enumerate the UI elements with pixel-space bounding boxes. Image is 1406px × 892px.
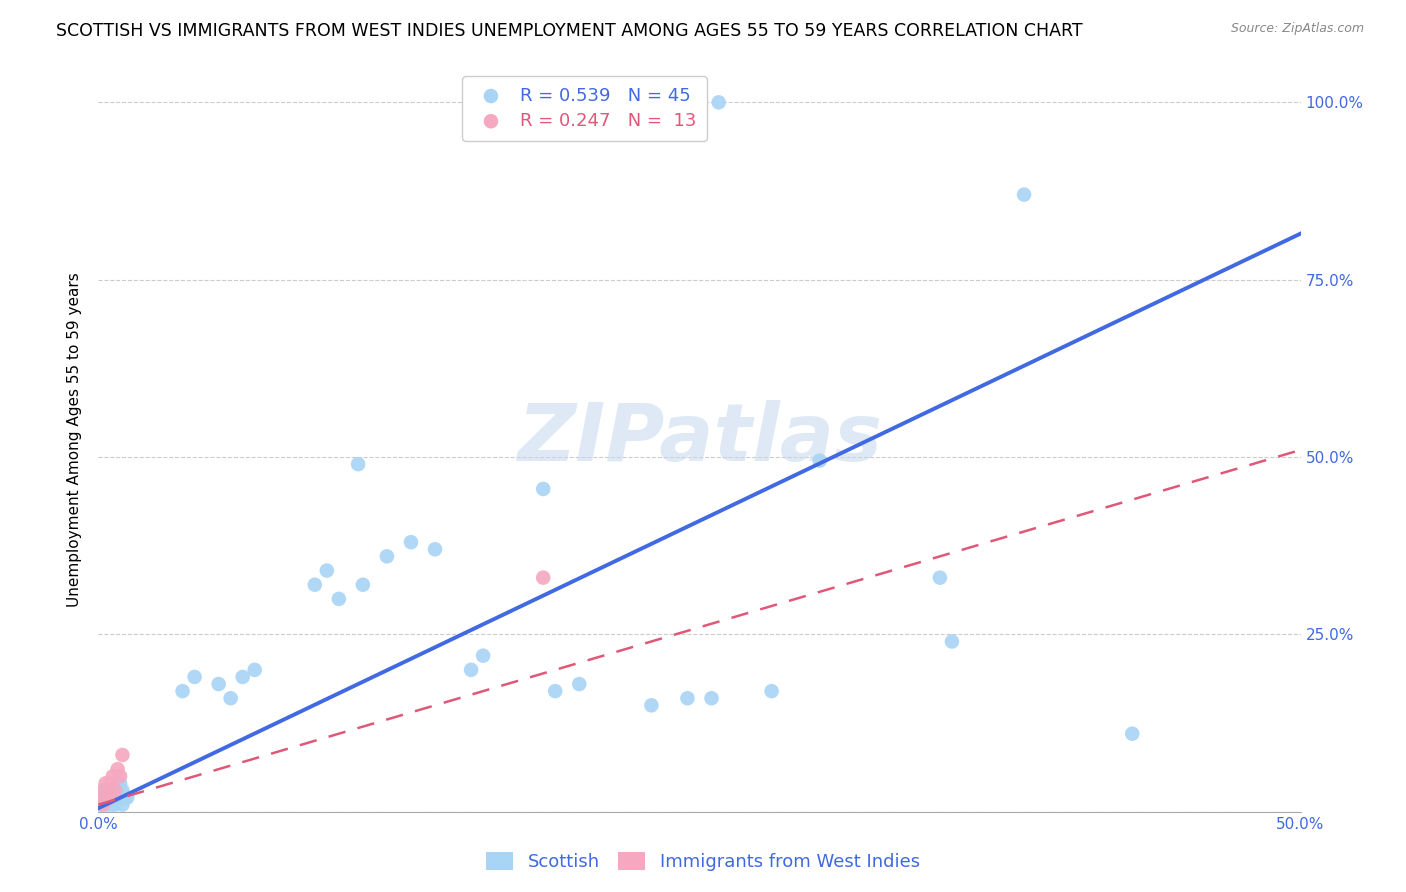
Point xyxy=(304,578,326,592)
Point xyxy=(97,790,120,805)
Point xyxy=(707,95,730,110)
Point xyxy=(94,776,117,790)
Point xyxy=(104,783,127,797)
Point xyxy=(328,591,350,606)
Point xyxy=(761,684,783,698)
Point xyxy=(90,790,112,805)
Point xyxy=(100,790,122,805)
Point xyxy=(91,783,114,797)
Legend: Scottish, Immigrants from West Indies: Scottish, Immigrants from West Indies xyxy=(479,845,927,879)
Point xyxy=(90,790,112,805)
Point xyxy=(399,535,422,549)
Point xyxy=(108,776,131,790)
Point xyxy=(104,797,127,812)
Point xyxy=(100,783,122,797)
Point xyxy=(472,648,495,663)
Point xyxy=(108,769,131,783)
Point xyxy=(232,670,254,684)
Point xyxy=(544,684,567,698)
Point xyxy=(352,578,374,592)
Y-axis label: Unemployment Among Ages 55 to 59 years: Unemployment Among Ages 55 to 59 years xyxy=(67,272,83,607)
Point xyxy=(941,634,963,648)
Point xyxy=(101,769,124,783)
Point xyxy=(94,790,117,805)
Point xyxy=(676,95,699,110)
Point xyxy=(1121,727,1143,741)
Point xyxy=(104,783,127,797)
Point xyxy=(243,663,266,677)
Point xyxy=(423,542,446,557)
Point xyxy=(183,670,205,684)
Point xyxy=(91,797,114,812)
Point xyxy=(107,783,129,797)
Point xyxy=(114,790,136,805)
Point xyxy=(101,790,124,805)
Point xyxy=(108,790,131,805)
Text: ZIPatlas: ZIPatlas xyxy=(517,401,882,478)
Point xyxy=(808,453,831,467)
Point xyxy=(117,790,139,805)
Point xyxy=(531,571,554,585)
Point xyxy=(91,783,114,797)
Point xyxy=(640,698,662,713)
Point xyxy=(676,691,699,706)
Point xyxy=(208,677,231,691)
Point xyxy=(107,790,129,805)
Point xyxy=(90,797,112,812)
Point xyxy=(111,797,134,812)
Point xyxy=(460,663,482,677)
Point xyxy=(101,797,124,812)
Point xyxy=(97,783,120,797)
Point xyxy=(91,797,114,812)
Point xyxy=(347,457,370,471)
Text: Source: ZipAtlas.com: Source: ZipAtlas.com xyxy=(1230,22,1364,36)
Point xyxy=(700,691,723,706)
Point xyxy=(100,790,122,805)
Point xyxy=(107,762,129,776)
Legend: R = 0.539   N = 45, R = 0.247   N =  13: R = 0.539 N = 45, R = 0.247 N = 13 xyxy=(463,76,707,141)
Point xyxy=(94,783,117,797)
Point xyxy=(111,747,134,762)
Point xyxy=(111,783,134,797)
Point xyxy=(172,684,194,698)
Point xyxy=(568,677,591,691)
Point xyxy=(928,571,950,585)
Point xyxy=(1012,187,1035,202)
Point xyxy=(375,549,398,564)
Point xyxy=(94,790,117,805)
Text: SCOTTISH VS IMMIGRANTS FROM WEST INDIES UNEMPLOYMENT AMONG AGES 55 TO 59 YEARS C: SCOTTISH VS IMMIGRANTS FROM WEST INDIES … xyxy=(56,22,1083,40)
Point xyxy=(97,797,120,812)
Point xyxy=(219,691,242,706)
Point xyxy=(531,482,554,496)
Point xyxy=(315,564,337,578)
Point xyxy=(100,776,122,790)
